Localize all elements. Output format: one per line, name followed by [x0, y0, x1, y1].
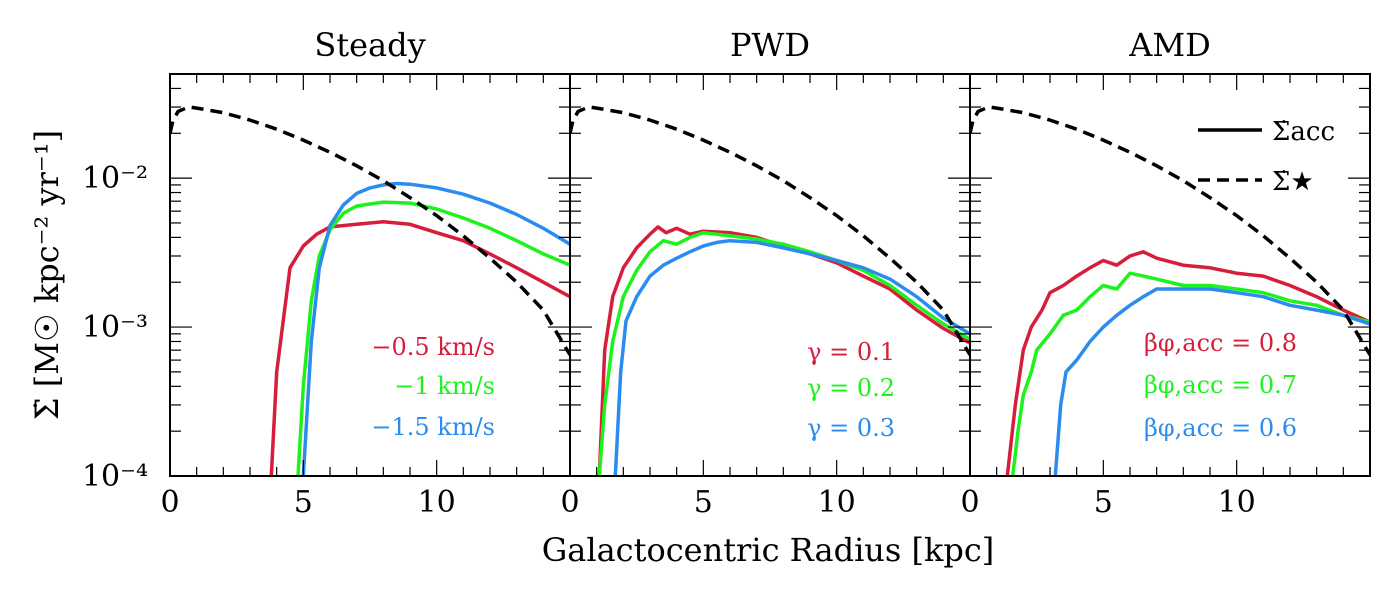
- series-annotation: γ = 0.1: [807, 338, 895, 366]
- accretion-line-green: [1010, 271, 1370, 476]
- panel-title: Steady: [314, 26, 425, 64]
- accretion-line-red: [597, 225, 970, 476]
- series-group: [970, 105, 1370, 476]
- legend-label-acc: Σ̇acc: [1272, 117, 1335, 147]
- x-tick-label: 10: [1218, 485, 1256, 520]
- accretion-line-green: [296, 200, 570, 476]
- y-axis-label: Σ̇ [M☉ kpc⁻² yr⁻¹]: [28, 130, 66, 420]
- x-tick-label: 10: [818, 485, 856, 520]
- x-tick-label: 5: [694, 485, 713, 520]
- series-annotation: βφ,acc = 0.6: [1144, 414, 1297, 442]
- y-tick-label: 10⁻²: [82, 161, 148, 196]
- accretion-line-red: [1005, 250, 1370, 476]
- accretion-line-red: [269, 219, 570, 476]
- panel-pwd: PWD 0 5 10 γ = 0.1 γ = 0.2 γ = 0.3: [560, 26, 971, 520]
- x-tick-label: 5: [294, 485, 313, 520]
- series-annotation: −1 km/s: [394, 372, 495, 400]
- x-tick-label: 5: [1094, 485, 1113, 520]
- panel-title: AMD: [1128, 26, 1211, 64]
- x-tick-label: 10: [418, 485, 456, 520]
- series-annotation: −1.5 km/s: [371, 413, 495, 441]
- x-tick-label: 0: [960, 485, 979, 520]
- series-annotation: −0.5 km/s: [371, 333, 495, 361]
- series-annotation: βφ,acc = 0.8: [1144, 329, 1297, 357]
- panel-title: PWD: [730, 26, 810, 64]
- series-group: [170, 105, 570, 476]
- series-annotation: βφ,acc = 0.7: [1144, 371, 1297, 399]
- series-annotation: γ = 0.2: [807, 374, 895, 402]
- y-tick-label: 10⁻³: [82, 310, 148, 345]
- x-tick-label: 0: [160, 485, 179, 520]
- series-group: [570, 105, 970, 476]
- panel-amd: AMD 0 5 10 βφ,acc = 0.8 βφ,acc = 0.7 βφ,acc = …: [960, 26, 1371, 520]
- accretion-line-green: [597, 230, 970, 476]
- stellar-dashed-line: [570, 105, 970, 356]
- legend-label-star: Σ̇★: [1272, 167, 1314, 197]
- accretion-line-blue: [1053, 287, 1370, 476]
- legend: Σ̇acc Σ̇★: [1198, 117, 1335, 197]
- panel-steady: Steady 0 5 10 10⁻² 10⁻³ 10⁻⁴ −0.5 km/s −1 km/s −1…: [82, 26, 571, 520]
- y-tick-label: 10⁻⁴: [82, 459, 148, 494]
- x-axis-label: Galactocentric Radius [kpc]: [542, 531, 995, 569]
- accretion-line-blue: [613, 238, 970, 476]
- series-annotation: γ = 0.3: [807, 414, 895, 442]
- x-tick-label: 0: [560, 485, 579, 520]
- stellar-dashed-line: [170, 105, 570, 356]
- panel-frame: [969, 73, 1371, 477]
